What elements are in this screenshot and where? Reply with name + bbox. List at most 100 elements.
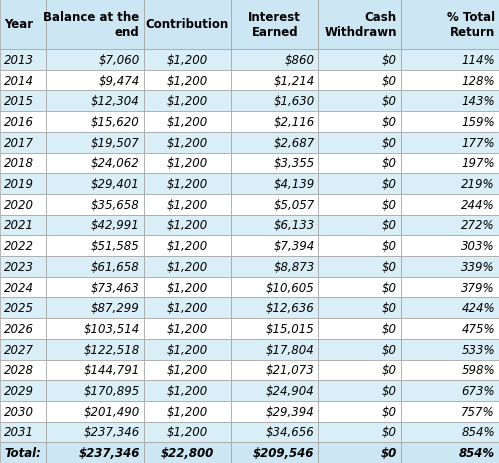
Bar: [401, 442, 499, 463]
Bar: [46, 194, 144, 215]
Text: 2021: 2021: [4, 219, 34, 232]
Text: $6,133: $6,133: [273, 219, 314, 232]
Text: 757%: 757%: [462, 405, 495, 418]
Bar: [401, 319, 499, 339]
Bar: [144, 112, 231, 132]
Bar: [231, 401, 318, 422]
Bar: [0, 153, 46, 174]
Bar: [231, 360, 318, 381]
Bar: [401, 194, 499, 215]
Text: Balance at the
end: Balance at the end: [43, 11, 140, 39]
Bar: [401, 257, 499, 277]
Bar: [144, 298, 231, 319]
Bar: [144, 257, 231, 277]
Text: $5,057: $5,057: [273, 198, 314, 211]
Text: 244%: 244%: [462, 198, 495, 211]
Text: 2027: 2027: [4, 343, 34, 356]
Text: $1,200: $1,200: [167, 198, 208, 211]
Text: Total:: Total:: [4, 446, 41, 459]
Bar: [46, 319, 144, 339]
Bar: [144, 339, 231, 360]
Text: $12,304: $12,304: [91, 95, 140, 108]
Bar: [0, 194, 46, 215]
Bar: [318, 257, 401, 277]
Text: $1,214: $1,214: [273, 75, 314, 88]
Text: 2024: 2024: [4, 281, 34, 294]
Bar: [231, 153, 318, 174]
Text: $9,474: $9,474: [98, 75, 140, 88]
Bar: [401, 91, 499, 112]
Bar: [231, 422, 318, 442]
Text: $0: $0: [382, 198, 397, 211]
Text: $237,346: $237,346: [83, 425, 140, 438]
Text: 143%: 143%: [462, 95, 495, 108]
Text: $10,605: $10,605: [265, 281, 314, 294]
Text: 272%: 272%: [462, 219, 495, 232]
Bar: [0, 319, 46, 339]
Bar: [46, 174, 144, 194]
Bar: [0, 236, 46, 257]
Bar: [0, 277, 46, 298]
Bar: [46, 236, 144, 257]
Text: $1,630: $1,630: [273, 95, 314, 108]
Text: 2013: 2013: [4, 54, 34, 67]
Bar: [318, 277, 401, 298]
Bar: [231, 0, 318, 50]
Bar: [318, 91, 401, 112]
Text: 854%: 854%: [459, 446, 495, 459]
Bar: [231, 132, 318, 153]
Text: $0: $0: [382, 281, 397, 294]
Text: $1,200: $1,200: [167, 157, 208, 170]
Text: $1,200: $1,200: [167, 54, 208, 67]
Bar: [401, 422, 499, 442]
Text: 2018: 2018: [4, 157, 34, 170]
Bar: [401, 132, 499, 153]
Bar: [318, 112, 401, 132]
Bar: [231, 236, 318, 257]
Text: $0: $0: [382, 178, 397, 191]
Text: $3,355: $3,355: [273, 157, 314, 170]
Bar: [144, 0, 231, 50]
Text: $1,200: $1,200: [167, 260, 208, 273]
Bar: [0, 132, 46, 153]
Text: 2026: 2026: [4, 322, 34, 335]
Text: $0: $0: [382, 95, 397, 108]
Text: $1,200: $1,200: [167, 343, 208, 356]
Bar: [231, 194, 318, 215]
Bar: [231, 215, 318, 236]
Text: $1,200: $1,200: [167, 116, 208, 129]
Text: 339%: 339%: [462, 260, 495, 273]
Text: 673%: 673%: [462, 384, 495, 397]
Bar: [401, 112, 499, 132]
Bar: [231, 319, 318, 339]
Text: $0: $0: [380, 446, 397, 459]
Bar: [318, 50, 401, 70]
Text: $4,139: $4,139: [273, 178, 314, 191]
Bar: [318, 236, 401, 257]
Text: $15,620: $15,620: [91, 116, 140, 129]
Text: $1,200: $1,200: [167, 75, 208, 88]
Text: $0: $0: [382, 116, 397, 129]
Text: 177%: 177%: [462, 137, 495, 150]
Bar: [144, 277, 231, 298]
Bar: [231, 112, 318, 132]
Bar: [144, 91, 231, 112]
Bar: [401, 339, 499, 360]
Bar: [318, 70, 401, 91]
Bar: [46, 401, 144, 422]
Bar: [144, 236, 231, 257]
Text: $1,200: $1,200: [167, 219, 208, 232]
Text: $73,463: $73,463: [91, 281, 140, 294]
Bar: [46, 381, 144, 401]
Text: $51,585: $51,585: [91, 240, 140, 253]
Text: $61,658: $61,658: [91, 260, 140, 273]
Text: 2020: 2020: [4, 198, 34, 211]
Text: $0: $0: [382, 54, 397, 67]
Text: $201,490: $201,490: [83, 405, 140, 418]
Text: $29,394: $29,394: [265, 405, 314, 418]
Text: $7,394: $7,394: [273, 240, 314, 253]
Text: $42,991: $42,991: [91, 219, 140, 232]
Bar: [318, 194, 401, 215]
Bar: [0, 401, 46, 422]
Bar: [401, 381, 499, 401]
